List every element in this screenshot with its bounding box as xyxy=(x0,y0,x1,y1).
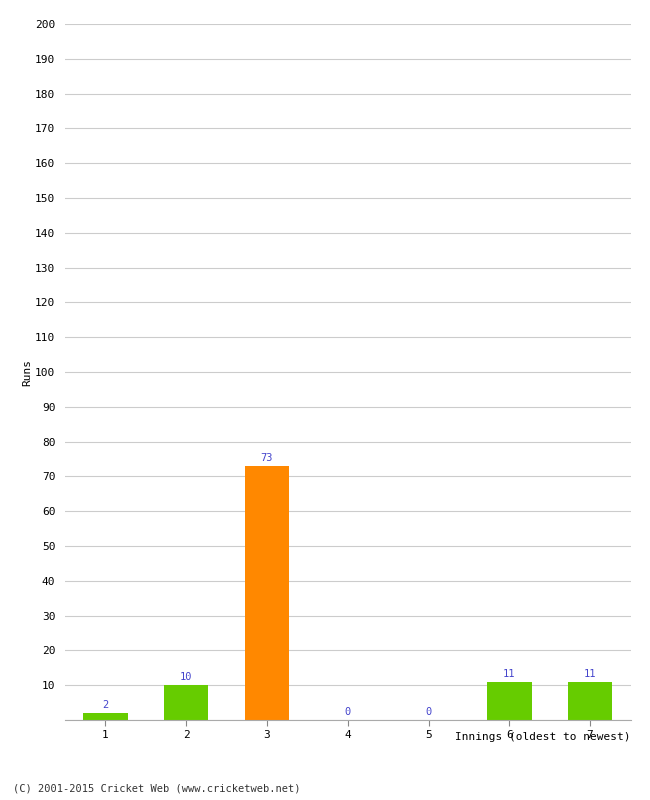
Bar xyxy=(164,685,209,720)
Text: 2: 2 xyxy=(102,700,109,710)
Text: 11: 11 xyxy=(503,669,515,679)
Text: 73: 73 xyxy=(261,453,273,463)
Text: 11: 11 xyxy=(584,669,596,679)
Text: Innings (oldest to newest): Innings (oldest to newest) xyxy=(455,732,630,742)
Y-axis label: Runs: Runs xyxy=(22,358,32,386)
Text: 0: 0 xyxy=(344,707,351,718)
Text: (C) 2001-2015 Cricket Web (www.cricketweb.net): (C) 2001-2015 Cricket Web (www.cricketwe… xyxy=(13,784,300,794)
Text: 10: 10 xyxy=(180,673,192,682)
Bar xyxy=(245,466,289,720)
Text: 0: 0 xyxy=(425,707,432,718)
Bar xyxy=(487,682,532,720)
Bar xyxy=(83,713,127,720)
Bar xyxy=(568,682,612,720)
